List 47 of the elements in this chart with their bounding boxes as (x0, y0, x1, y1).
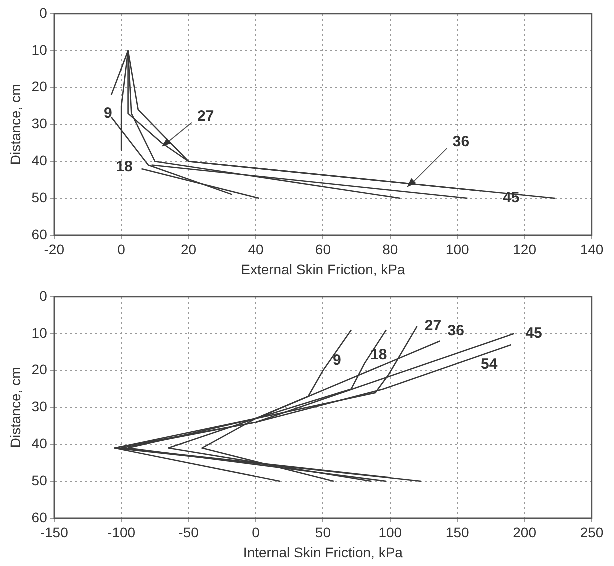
annotation: 54 (481, 356, 498, 374)
annotation: 18 (370, 346, 388, 364)
x-tick-label: 40 (248, 242, 264, 258)
x-tick-label: -100 (108, 524, 136, 541)
y-axis-title: Distance, cm (7, 367, 24, 448)
x-tick-label: -50 (178, 524, 200, 541)
y-tick-label: 0 (40, 4, 48, 21)
y-tick-label: 20 (32, 362, 48, 378)
y-tick-label: 40 (32, 435, 48, 452)
x-tick-label: 140 (580, 242, 604, 258)
x-tick-label: 250 (580, 524, 604, 541)
x-tick-label: 200 (513, 524, 537, 541)
x-tick-label: 150 (446, 524, 470, 541)
x-axis-title: Internal Skin Friction, kPa (243, 544, 404, 560)
x-tick-label: 0 (118, 242, 126, 258)
annotation: 36 (448, 322, 464, 340)
x-tick-label: 20 (180, 242, 197, 258)
y-tick-label: 30 (32, 116, 48, 132)
y-tick-label: 10 (32, 42, 48, 58)
x-tick-label: 100 (378, 524, 402, 541)
x-tick-label: 50 (315, 524, 332, 541)
y-tick-label: 50 (32, 472, 48, 488)
y-tick-label: 30 (32, 398, 48, 415)
annotation: 45 (526, 325, 542, 342)
x-axis-title: External Skin Friction, kPa (241, 261, 406, 278)
annotation: 27 (424, 318, 442, 335)
y-tick-label: 20 (32, 78, 48, 95)
y-tick-label: 40 (32, 152, 48, 168)
x-tick-label: -150 (40, 524, 69, 541)
annotation: 45 (503, 190, 520, 207)
annotation: 36 (452, 134, 470, 151)
y-tick-label: 0 (40, 288, 48, 304)
x-tick-label: 80 (382, 242, 398, 258)
y-tick-label: 50 (32, 189, 48, 206)
x-tick-label: 0 (252, 524, 260, 541)
y-tick-label: 60 (32, 226, 48, 242)
x-tick-label: -20 (44, 242, 65, 258)
x-tick-label: 60 (315, 242, 332, 258)
y-tick-label: 10 (32, 324, 48, 341)
x-tick-label: 120 (513, 242, 537, 258)
y-tick-label: 60 (32, 509, 48, 526)
y-axis-title: Distance, cm (7, 84, 24, 166)
annotation: 18 (116, 158, 133, 176)
annotation: 27 (198, 108, 214, 125)
x-tick-label: 100 (446, 242, 470, 258)
annotation: 9 (333, 352, 342, 369)
annotation: 9 (104, 104, 112, 122)
